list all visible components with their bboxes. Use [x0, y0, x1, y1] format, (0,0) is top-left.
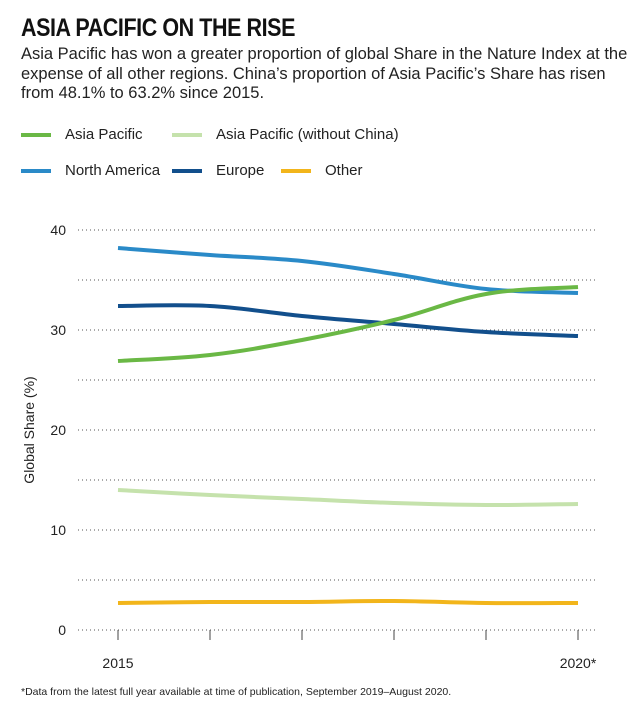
legend-swatch-north-america [21, 168, 51, 173]
series-line-asia-pacific [117, 285, 579, 363]
legend-item-other: Other [281, 162, 363, 179]
y-axis-label: Global Share (%) [21, 376, 37, 483]
y-tick-labels: 0 10 20 30 40 [50, 222, 66, 638]
legend-label-asia-pacific-without-china: Asia Pacific (without China) [216, 126, 399, 143]
legend-label-north-america: North America [65, 162, 161, 179]
legend-label-other: Other [325, 162, 363, 179]
y-tick-label-40: 40 [50, 222, 66, 238]
x-tick-label-0: 2015 [102, 655, 133, 671]
legend-swatch-europe [172, 168, 202, 173]
legend-item-europe: Europe [172, 162, 264, 179]
x-tick-labels: 2015 2020* [102, 655, 596, 671]
legend-swatch-asia-pacific [21, 132, 51, 137]
legend-swatch-other [281, 168, 311, 173]
x-ticks [117, 630, 579, 640]
y-tick-label-20: 20 [50, 422, 66, 438]
legend-item-asia-pacific: Asia Pacific [21, 126, 143, 143]
chart-subtitle: Asia Pacific has won a greater proportio… [21, 45, 628, 102]
series-line-north-america [117, 246, 579, 295]
y-tick-label-10: 10 [50, 522, 66, 538]
footnote: *Data from the latest full year availabl… [21, 686, 452, 698]
chart-title: ASIA PACIFIC ON THE RISE [21, 14, 295, 42]
series-line-other [117, 598, 579, 606]
x-tick-label-5: 2020* [560, 655, 597, 671]
legend-label-asia-pacific: Asia Pacific [65, 126, 143, 143]
series-lines [117, 246, 579, 606]
legend-item-north-america: North America [21, 162, 160, 179]
series-line-asia-pacific-without-china [117, 488, 579, 508]
legend-label-europe: Europe [216, 162, 265, 179]
legend-swatch-asia-pacific-without-china [172, 132, 202, 137]
y-tick-label-30: 30 [50, 322, 66, 338]
legend-item-asia-pacific-without-china: Asia Pacific (without China) [172, 126, 399, 143]
series-line-europe [117, 303, 579, 338]
y-tick-label-0: 0 [58, 622, 66, 638]
